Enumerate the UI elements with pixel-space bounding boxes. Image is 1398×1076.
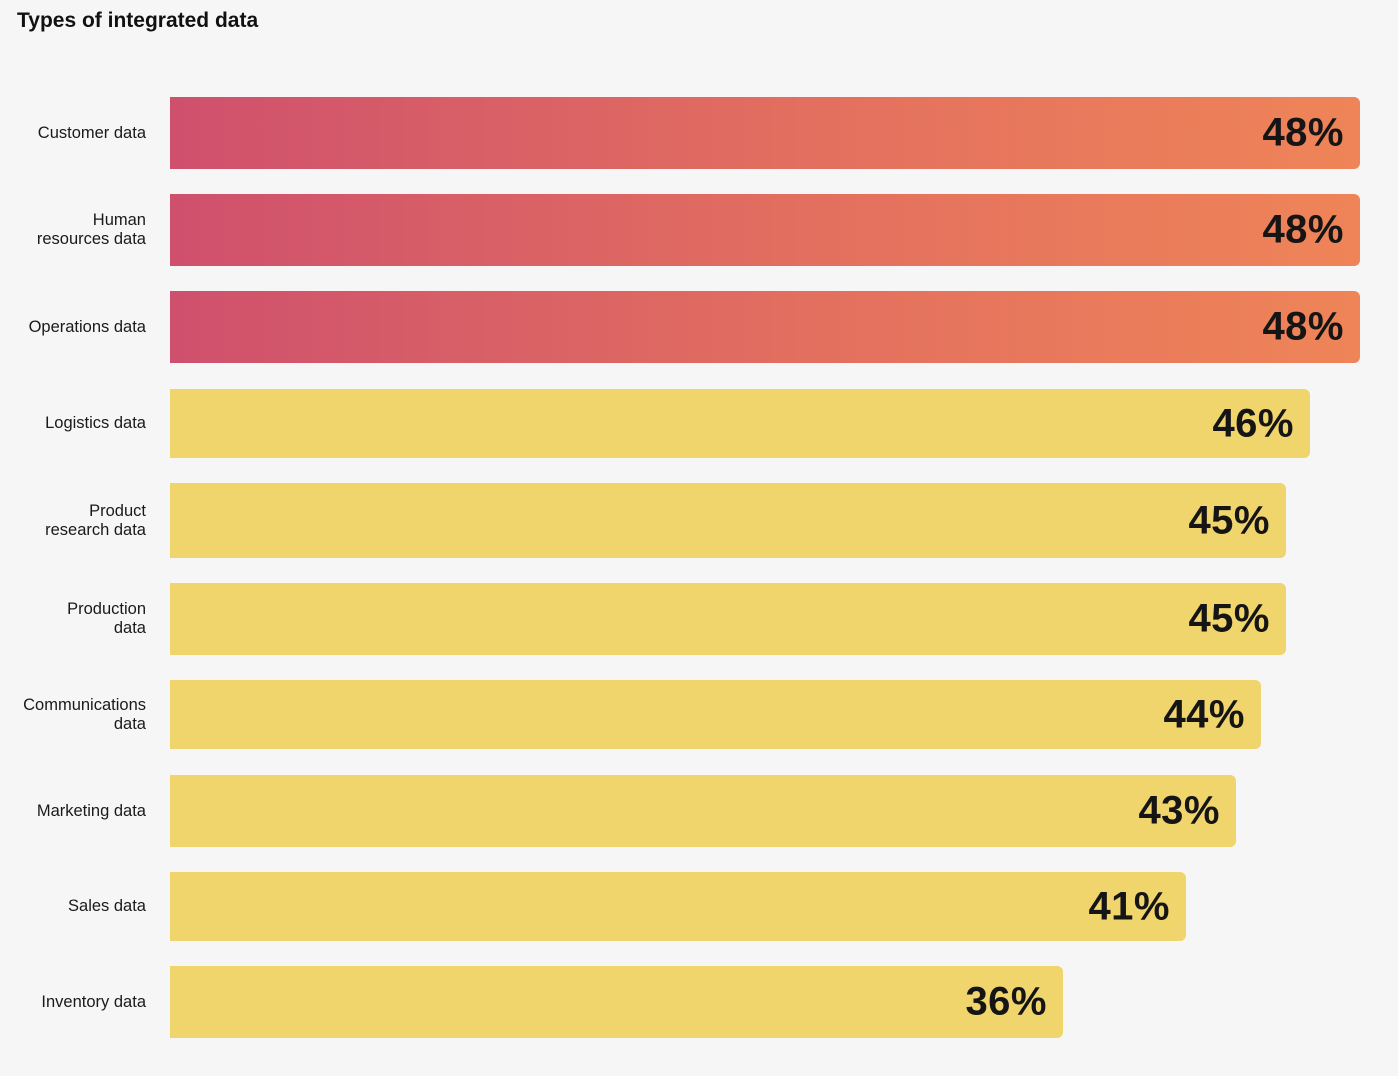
- bar-value-label: 43%: [1138, 788, 1220, 833]
- bar-value-label: 41%: [1088, 884, 1170, 928]
- bar: 45%: [170, 483, 1286, 558]
- category-label: Marketing data: [36, 801, 146, 820]
- category-label: Customer data: [37, 123, 146, 142]
- bar-value-label: 45%: [1188, 596, 1270, 641]
- category-label: Logistics data: [45, 414, 146, 432]
- category-label: Inventory data: [41, 992, 146, 1011]
- category-label: Sales data: [68, 897, 146, 915]
- category-label: Production data: [67, 600, 146, 637]
- bar-value-label: 36%: [965, 979, 1047, 1024]
- category-label: Product research data: [45, 501, 146, 539]
- category-label: Operations data: [28, 317, 146, 336]
- bar: 46%: [170, 389, 1310, 458]
- chart-title: Types of integrated data: [17, 9, 259, 32]
- bar-value-label: 48%: [1262, 110, 1344, 155]
- category-label: Human resources data: [36, 211, 146, 248]
- bar: 48%: [170, 291, 1360, 363]
- bar-value-label: 48%: [1262, 304, 1344, 349]
- bar: 48%: [170, 97, 1360, 169]
- bar-value-label: 46%: [1212, 401, 1294, 445]
- bar: 45%: [170, 583, 1286, 655]
- bar: 36%: [170, 966, 1063, 1038]
- bar: 43%: [170, 775, 1236, 847]
- bar: 44%: [170, 680, 1261, 749]
- bar-value-label: 45%: [1188, 498, 1270, 542]
- bar-value-label: 44%: [1163, 692, 1245, 736]
- bar-value-label: 48%: [1262, 207, 1344, 252]
- bar: 41%: [170, 872, 1186, 941]
- bar: 48%: [170, 194, 1360, 266]
- category-label: Communications data: [23, 695, 146, 733]
